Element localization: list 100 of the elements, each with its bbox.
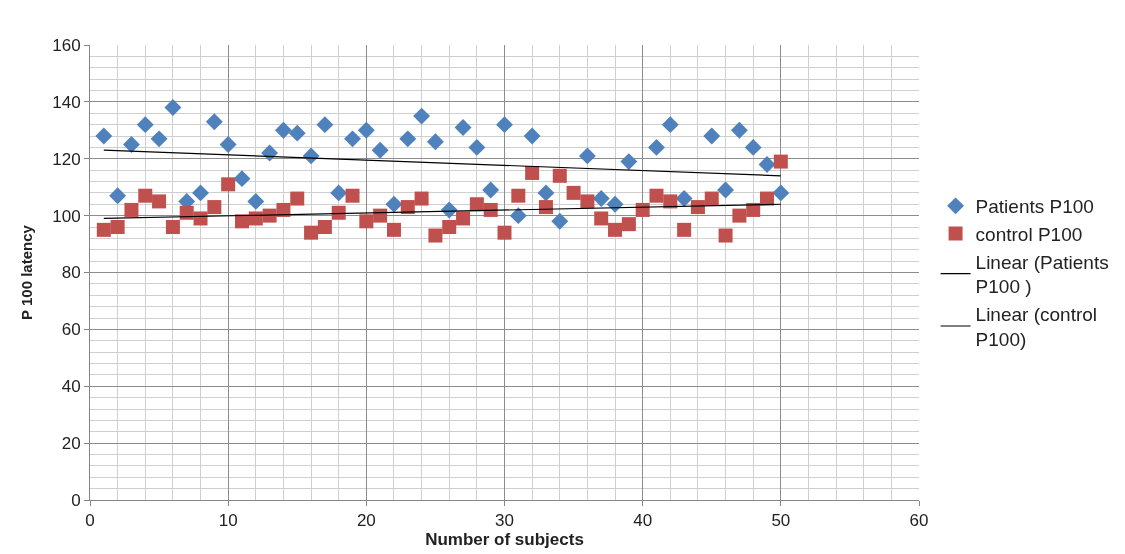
point (677, 222, 692, 237)
point (608, 222, 623, 237)
point (193, 211, 208, 226)
point (649, 188, 664, 203)
x-tick-label: 30 (495, 511, 514, 531)
point (386, 222, 401, 237)
point (592, 190, 610, 208)
point (497, 225, 512, 240)
point (704, 191, 719, 206)
point (371, 141, 389, 159)
point (621, 217, 636, 232)
point (760, 191, 775, 206)
point (274, 121, 292, 139)
point (330, 184, 348, 202)
point (620, 153, 638, 171)
point (483, 202, 498, 217)
point (207, 200, 222, 215)
point (248, 211, 263, 226)
point (772, 184, 790, 202)
x-axis-title: Number of subjects (425, 530, 584, 550)
point (192, 184, 209, 202)
point (164, 99, 182, 117)
point (675, 190, 693, 208)
point (468, 138, 486, 156)
point (428, 228, 443, 243)
point (552, 168, 567, 183)
point (580, 194, 595, 209)
point (165, 220, 180, 234)
point (456, 211, 471, 226)
point (744, 138, 762, 156)
y-tick-label: 0 (71, 490, 81, 510)
point (290, 191, 305, 206)
point (413, 107, 431, 125)
point (331, 205, 346, 220)
point (566, 185, 581, 200)
point (442, 220, 457, 234)
point (124, 202, 139, 217)
x-tick-label: 50 (771, 511, 791, 531)
x-tick-label: 20 (356, 511, 376, 531)
legend-label: Linear (Patients P100 ) (975, 251, 1109, 298)
point (95, 127, 113, 145)
point (551, 212, 569, 230)
point (537, 184, 555, 202)
y-tick-label: 160 (52, 35, 81, 55)
point (373, 208, 388, 223)
x-tick-label: 40 (633, 511, 653, 531)
point (717, 181, 735, 199)
y-tick-label: 100 (52, 206, 81, 226)
point (138, 188, 153, 203)
point (718, 228, 733, 243)
point (469, 197, 484, 212)
x-tick-label: 0 (85, 511, 95, 531)
point (385, 195, 403, 213)
point (414, 191, 429, 206)
point (730, 121, 748, 139)
point (703, 127, 721, 145)
point (233, 170, 251, 188)
y-tick-label: 60 (61, 320, 81, 340)
legend-label: Linear (control P100) (975, 304, 1098, 350)
point (345, 188, 360, 203)
point (399, 130, 417, 148)
point (152, 194, 167, 209)
point (261, 144, 279, 162)
point (219, 136, 237, 153)
point (606, 195, 624, 213)
point (663, 194, 678, 209)
point (357, 121, 375, 139)
point (758, 155, 776, 173)
point (454, 119, 472, 136)
legend-label: control P100 (975, 223, 1083, 245)
point (276, 202, 291, 217)
y-tick-label: 20 (61, 434, 81, 454)
point (317, 220, 332, 234)
x-tick-label: 10 (218, 511, 238, 531)
point (150, 130, 168, 148)
point (773, 154, 788, 169)
point (110, 220, 125, 234)
point (136, 116, 154, 134)
y-tick-label: 140 (52, 92, 81, 112)
point (179, 205, 194, 220)
point (247, 192, 265, 210)
point (426, 133, 444, 151)
point (96, 222, 111, 237)
point (661, 116, 679, 134)
point (594, 211, 609, 226)
point (525, 165, 540, 180)
y-axis-title: P 100 latency (18, 224, 36, 320)
point (578, 147, 596, 165)
point (344, 130, 361, 148)
point (732, 208, 747, 223)
point (288, 124, 306, 142)
point (359, 214, 374, 229)
point (205, 113, 223, 131)
point (509, 207, 527, 225)
point (221, 177, 236, 192)
point (109, 187, 127, 205)
x-tick-label: 60 (909, 511, 929, 531)
y-tick-label: 80 (61, 263, 81, 283)
point (234, 214, 249, 229)
y-tick-label: 120 (52, 149, 81, 169)
